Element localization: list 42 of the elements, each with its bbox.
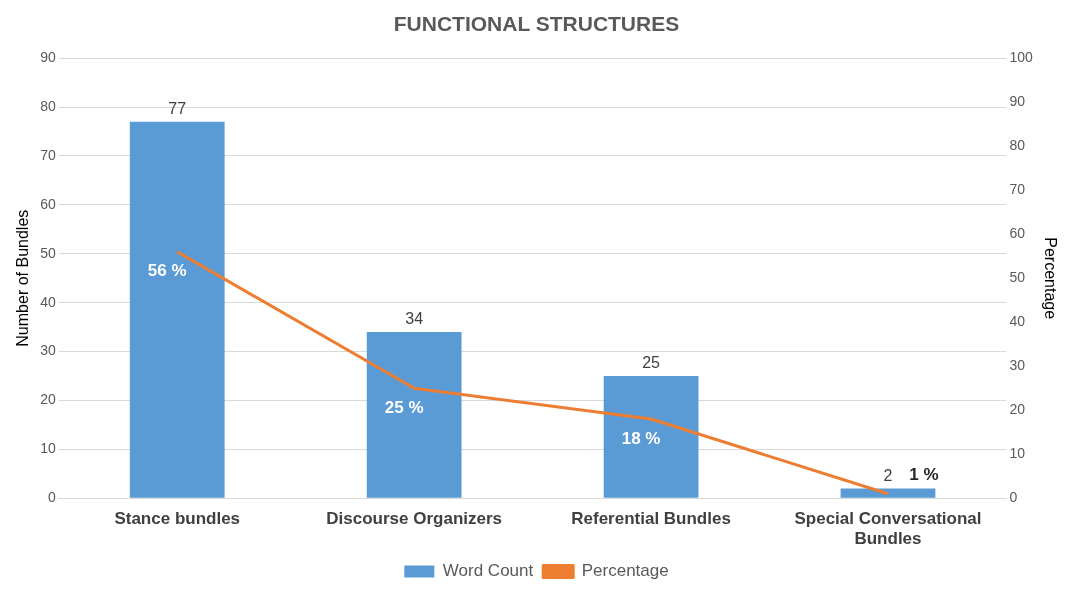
data-label: 2 (883, 466, 893, 484)
x-tick-label: Special Conversational Bundles (794, 509, 982, 549)
data-label: 18 % (621, 428, 661, 448)
data-label: 25 (642, 354, 661, 372)
y-tick-label: 80 (40, 97, 56, 114)
bar (129, 121, 225, 498)
y-tick-label: 10 (40, 440, 56, 457)
x-tick-label: Discourse Organizers (326, 509, 503, 529)
y2-tick-label: 20 (1009, 401, 1026, 418)
legend-label: Percentage (581, 561, 669, 581)
y-tick-label: 50 (40, 244, 56, 261)
y-tick-label: 30 (40, 342, 56, 359)
legend-label: Word Count (442, 561, 534, 581)
y2-tick-label: 90 (1009, 93, 1026, 110)
y2-tick-label: 80 (1009, 137, 1026, 154)
y-tick-label: 20 (40, 391, 56, 408)
y-tick-label: 40 (40, 293, 56, 310)
bar (603, 375, 699, 498)
x-tick-label: Stance bundles (114, 509, 241, 529)
data-label: 25 % (384, 397, 424, 417)
y2-tick-label: 10 (1009, 445, 1026, 462)
y2-tick-label: 0 (1009, 489, 1018, 506)
y2-tick-label: 40 (1009, 313, 1026, 330)
bar (840, 488, 936, 498)
data-label: 56 % (147, 261, 187, 281)
data-label: 1 % (909, 465, 939, 485)
chart-title: FUNCTIONAL STRUCTURES (393, 12, 680, 36)
y-tick-label: 90 (40, 49, 56, 66)
x-tick-label: Referential Bundles (571, 509, 731, 529)
y2-tick-label: 50 (1009, 269, 1026, 286)
y2-axis-title: Percentage (1041, 237, 1059, 320)
y-tick-label: 0 (47, 489, 56, 506)
data-label: 77 (168, 100, 187, 118)
y-tick-label: 60 (40, 195, 56, 212)
y2-tick-label: 60 (1009, 225, 1026, 242)
y-axis-title: Number of Bundles (14, 209, 32, 347)
data-label: 34 (405, 310, 424, 328)
y-tick-label: 70 (40, 146, 56, 163)
bar (366, 331, 462, 498)
y2-tick-label: 70 (1009, 181, 1026, 198)
y2-tick-label: 100 (1009, 49, 1034, 66)
y2-tick-label: 30 (1009, 357, 1026, 374)
